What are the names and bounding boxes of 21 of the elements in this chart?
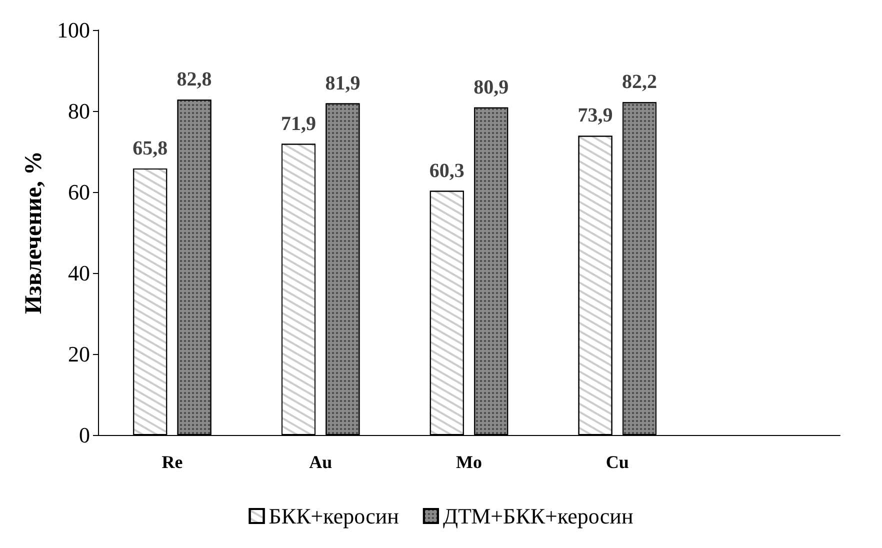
- data-label: 65,8: [132, 138, 168, 160]
- y-axis-title: Извлечение, %: [21, 151, 47, 314]
- x-tick-label: Re: [162, 452, 183, 472]
- legend-label: ДТМ+БКК+керосин: [442, 504, 634, 528]
- y-tick-label: 60: [68, 180, 90, 204]
- y-tick-label: 20: [68, 342, 90, 366]
- x-tick-label: Au: [309, 452, 332, 472]
- data-label: 82,8: [176, 68, 212, 91]
- data-label: 71,9: [281, 112, 316, 135]
- data-label: 60,3: [429, 160, 464, 182]
- x-tick-label: Mo: [456, 452, 482, 472]
- data-label: 81,9: [325, 72, 360, 94]
- x-tick-label: Cu: [606, 452, 629, 472]
- data-label: 80,9: [474, 76, 509, 98]
- y-tick-label: 40: [68, 260, 90, 286]
- data-label: 73,9: [578, 104, 613, 127]
- data-label: 82,2: [622, 71, 657, 94]
- y-tick-label: 0: [79, 422, 90, 448]
- legend-label: БКК+керосин: [268, 504, 400, 528]
- y-tick-label: 100: [57, 18, 90, 42]
- y-tick-label: 80: [68, 98, 90, 124]
